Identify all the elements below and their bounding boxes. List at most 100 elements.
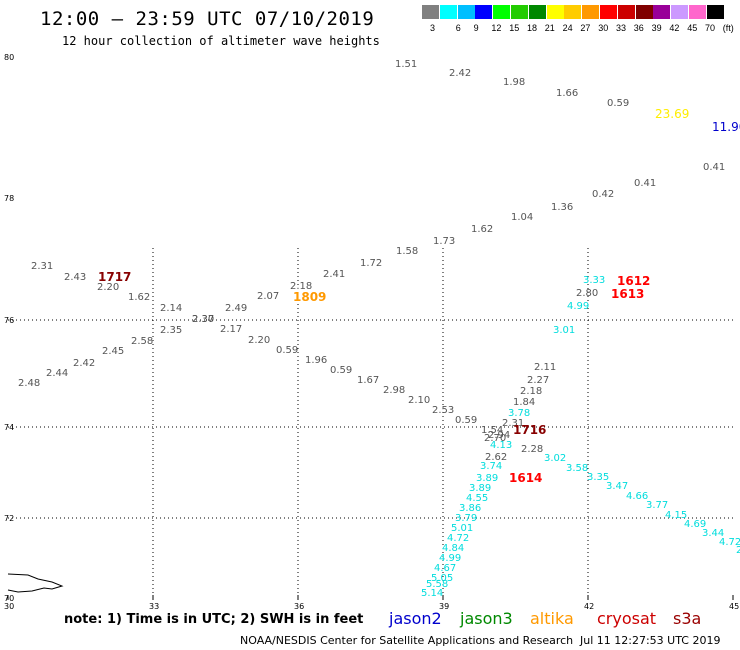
wave-height-point: 2: [736, 545, 740, 556]
legend-swatch: [653, 5, 671, 19]
wave-height-point: 2.48: [18, 378, 40, 389]
wave-height-point: 5.58: [426, 579, 448, 590]
lat-label: 70: [4, 594, 14, 603]
wave-height-point: 0.42: [592, 189, 614, 200]
lat-label: 76: [4, 316, 14, 325]
wave-height-point: 4.72: [719, 537, 740, 548]
wave-height-point: 1.66: [556, 88, 578, 99]
wave-height-point: 2.20: [97, 282, 119, 293]
wave-height-point: 1.04: [511, 212, 533, 223]
wave-height-point: 2.70: [484, 433, 506, 444]
wave-height-point: 2.07: [257, 291, 279, 302]
wave-height-point: 1.98: [503, 77, 525, 88]
wave-height-point: 4.72: [447, 533, 469, 544]
wave-height-point: 2.94: [488, 430, 510, 441]
wave-height-point: 1.67: [357, 375, 379, 386]
wave-height-point: 0.59: [607, 98, 629, 109]
wave-height-point: 3.74: [480, 461, 502, 472]
credit-text: NOAA/NESDIS Center for Satellite Applica…: [240, 634, 574, 647]
time-label: 1613: [611, 287, 644, 301]
legend-label: 6: [455, 23, 461, 33]
legend-swatch: [689, 5, 706, 19]
wave-height-point: 2.14: [160, 303, 182, 314]
legend-label: 15: [509, 23, 520, 33]
legend-label: 27: [580, 23, 591, 33]
wave-height-point: 3.77: [646, 500, 668, 511]
time-label: 23.69: [655, 107, 689, 121]
wave-height-point: 2.45: [102, 346, 124, 357]
wave-height-point: 4.69: [684, 519, 706, 530]
wave-height-point: 4.99: [439, 553, 461, 564]
wave-height-point: 1.36: [551, 202, 573, 213]
wave-height-point: 1.84: [513, 397, 535, 408]
wave-height-point: 3.47: [606, 481, 628, 492]
time-label: 1809: [293, 290, 326, 304]
wave-height-point: 2.31: [31, 261, 53, 272]
wave-height-point: 2.43: [64, 272, 86, 283]
wave-height-point: 2.18: [290, 281, 312, 292]
wave-height-point: 0.59: [276, 345, 298, 356]
time-label: 11.90: [712, 120, 740, 134]
legend-swatch: [528, 5, 546, 19]
wave-height-point: 2.11: [534, 362, 556, 373]
wave-height-point: 1.96: [305, 355, 327, 366]
wave-height-point: 1.58: [396, 246, 418, 257]
legend-label: 30: [598, 23, 609, 33]
wave-height-point: 2.44: [46, 368, 68, 379]
wave-height-point: 2.30: [192, 314, 214, 325]
legend-swatch: [422, 5, 439, 19]
wave-height-point: 2.10: [408, 395, 430, 406]
wave-height-point: 3.86: [459, 503, 481, 514]
wave-height-point: 1.54: [481, 425, 503, 436]
legend-label: 45: [687, 23, 698, 33]
wave-height-point: 4.84: [442, 543, 464, 554]
legend-swatch: [582, 5, 600, 19]
satellite-altika: altika: [530, 609, 574, 628]
lon-label: 39: [439, 602, 449, 611]
legend-swatch: [671, 5, 689, 19]
wave-height-point: 5.14: [421, 588, 443, 599]
time-label: 1612: [617, 274, 650, 288]
satellite-jason3: jason3: [460, 609, 513, 628]
lat-label: 74: [4, 423, 14, 432]
wave-height-point: 2.20: [248, 335, 270, 346]
legend-swatch: [457, 5, 475, 19]
wave-height-point: 1.62: [471, 224, 493, 235]
wave-height-point: 0.41: [703, 162, 725, 173]
legend-swatch: [511, 5, 528, 19]
wave-height-point: 1.51: [395, 59, 417, 70]
wave-height-point: 2.49: [225, 303, 247, 314]
wave-height-point: 2.80: [576, 288, 598, 299]
coastline: [7, 573, 64, 593]
wave-height-point: 3.44: [702, 528, 724, 539]
wave-height-point: 3.02: [544, 453, 566, 464]
legend-swatch: [600, 5, 617, 19]
legend-label: 24: [562, 23, 573, 33]
legend-label: 39: [651, 23, 662, 33]
lon-label: 36: [294, 602, 304, 611]
wave-height-point: 4.67: [434, 563, 456, 574]
wave-height-point: 3.89: [469, 483, 491, 494]
wave-height-point: 2.42: [73, 358, 95, 369]
time-label: 1614: [509, 471, 542, 485]
lon-label: 33: [149, 602, 159, 611]
wave-height-point: 5.05: [431, 573, 453, 584]
legend-swatch: [439, 5, 457, 19]
legend-swatch: [546, 5, 564, 19]
wave-height-point: 2.27: [527, 375, 549, 386]
legend-label: 12: [491, 23, 502, 33]
legend-label: 3: [430, 23, 436, 33]
legend-swatch: [635, 5, 653, 19]
time-label: 1716: [513, 423, 546, 437]
wave-height-point: 0.41: [634, 178, 656, 189]
satellite-s3a: s3a: [673, 609, 702, 628]
wave-height-point: 5.01: [451, 523, 473, 534]
wave-height-point: 4.15: [665, 510, 687, 521]
wave-height-point: 2.37: [192, 314, 214, 325]
wave-height-point: 4.55: [466, 493, 488, 504]
legend-label: 42: [669, 23, 680, 33]
lon-label: 45: [729, 602, 739, 611]
legend-label: 36: [633, 23, 644, 33]
legend-swatch: [564, 5, 582, 19]
